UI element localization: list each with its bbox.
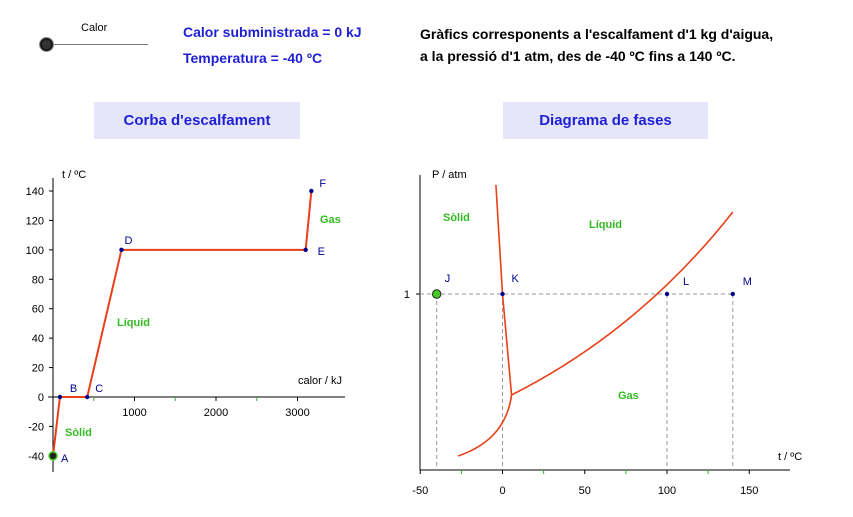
region-label-liquid: Líquid xyxy=(589,219,622,231)
description-line-1: Gràfics corresponents a l'escalfament d'… xyxy=(420,26,774,42)
point-b xyxy=(57,394,63,400)
y-tick-label: 20 xyxy=(32,363,44,375)
region-label-solid: Sòlid xyxy=(443,212,470,224)
x-tick-label: 0 xyxy=(499,485,505,497)
point-e xyxy=(303,247,308,253)
temperature-text: Temperatura = -40 ºC xyxy=(183,50,323,66)
heating-curve-line xyxy=(52,190,313,456)
y-tick-label: -20 xyxy=(28,421,44,433)
point-label-c: C xyxy=(95,383,103,395)
point-label-f: F xyxy=(319,178,326,190)
heating-curve-chart: t / ºC calor / kJ -40 -20 0 20 40 60 80 100 120 140… xyxy=(26,169,345,472)
x-axis-label: calor / kJ xyxy=(298,375,342,387)
point-d xyxy=(119,247,124,253)
heat-slider-handle[interactable] xyxy=(39,37,54,52)
sublimation-curve xyxy=(457,394,513,457)
x-axis-label: t / ºC xyxy=(778,451,802,463)
region-label-solid: Sòlid xyxy=(65,427,92,439)
current-state-marker xyxy=(432,289,442,299)
y-tick-label: 0 xyxy=(38,392,44,404)
heat-slider-label: Calor xyxy=(81,22,108,34)
y-axis-label: P / atm xyxy=(432,169,467,181)
current-state-marker xyxy=(48,451,58,461)
heat-slider-track[interactable] xyxy=(46,44,148,45)
point-k xyxy=(500,291,505,297)
y-tick-label: 140 xyxy=(26,186,44,198)
point-label-l: L xyxy=(683,276,689,288)
point-label-k: K xyxy=(512,273,520,285)
vaporization-curve xyxy=(511,211,734,396)
region-label-gas: Gas xyxy=(618,390,639,402)
x-tick-label: 2000 xyxy=(204,407,228,419)
y-tick-label: 1 xyxy=(404,289,410,301)
point-label-e: E xyxy=(318,246,325,258)
point-f xyxy=(309,188,314,194)
point-label-b: B xyxy=(70,383,77,395)
y-tick-label: 60 xyxy=(32,304,44,316)
x-tick-label: 50 xyxy=(579,485,591,497)
melting-curve xyxy=(495,184,513,396)
y-tick-label: 120 xyxy=(26,215,44,227)
description-line-2: a la pressió d'1 atm, des de -40 ºC fins… xyxy=(420,48,736,64)
x-tick-label: 1000 xyxy=(122,407,146,419)
point-label-j: J xyxy=(445,273,451,285)
point-c xyxy=(85,394,90,400)
region-label-liquid: Líquid xyxy=(117,317,150,329)
point-label-m: M xyxy=(743,276,752,288)
y-tick-label: -40 xyxy=(28,451,44,463)
y-tick-label: 80 xyxy=(32,274,44,286)
x-tick-label: 100 xyxy=(658,485,676,497)
point-l xyxy=(664,291,670,297)
phase-diagram-button[interactable]: Diagrama de fases xyxy=(503,102,708,139)
region-label-gas: Gas xyxy=(320,214,341,226)
heating-curve-button[interactable]: Corba d'escalfament xyxy=(94,102,300,139)
point-m xyxy=(730,291,735,297)
x-tick-label: 3000 xyxy=(285,407,309,419)
phase-diagram-chart: P / atm t / ºC -50 0 50 100 150 1 J K L M Sòlid Líqui… xyxy=(404,169,802,497)
y-tick-label: 40 xyxy=(32,333,44,345)
x-tick-label: -50 xyxy=(412,485,428,497)
point-label-d: D xyxy=(124,235,132,247)
heat-supplied-text: Calor subministrada = 0 kJ xyxy=(183,24,362,40)
y-tick-label: 100 xyxy=(26,245,44,257)
point-label-a: A xyxy=(61,453,69,465)
x-tick-label: 150 xyxy=(740,485,758,497)
y-axis-label: t / ºC xyxy=(62,169,86,181)
